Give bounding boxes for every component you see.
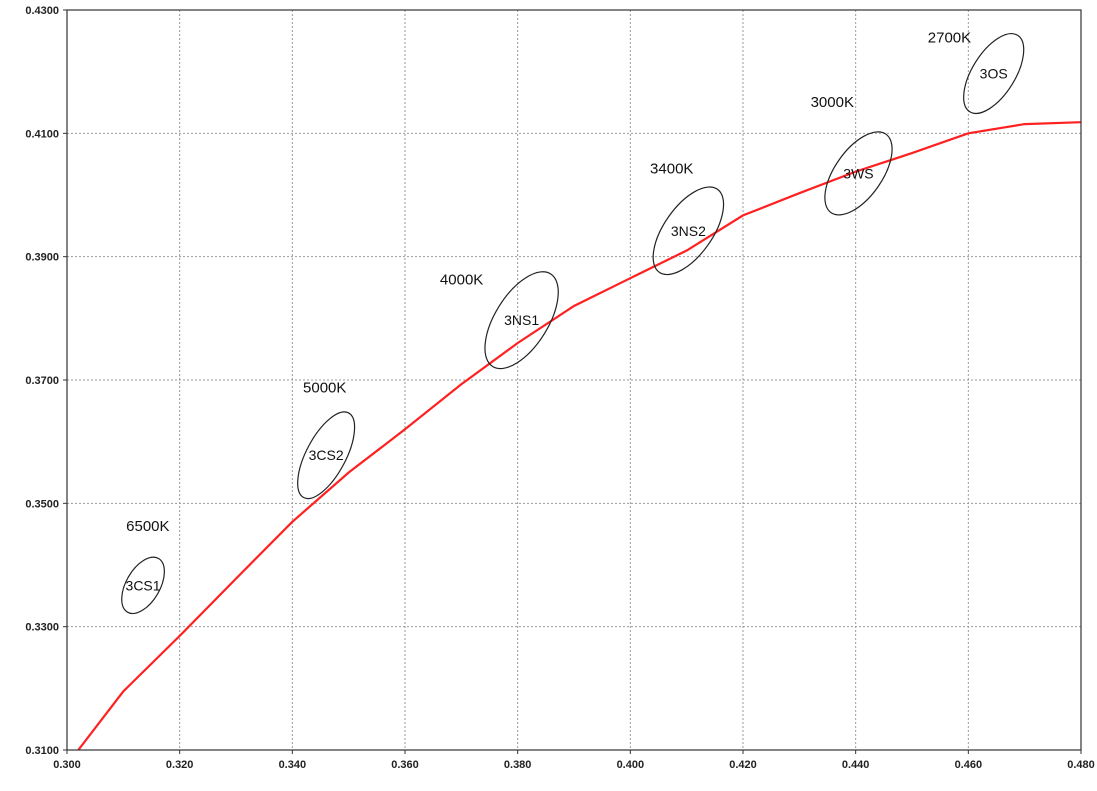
- bin-region: 3OS: [963, 33, 1025, 114]
- bin-ellipse: [121, 556, 165, 615]
- bin-label: 3CS2: [309, 447, 344, 463]
- axes: 0.300 0.320 0.340 0.360 0.380 0.400 0.420 0.440…: [25, 5, 1094, 771]
- x-tick-label: 0.420: [729, 759, 757, 771]
- bin-region: 3CS1: [121, 556, 165, 615]
- bin-region: 3CS2: [297, 411, 356, 500]
- bin-label: 3NS2: [671, 223, 706, 239]
- y-tick-label: 0.3100: [25, 745, 59, 757]
- bin-label: 3CS1: [126, 577, 161, 593]
- y-tick-label: 0.3300: [25, 622, 59, 634]
- cct-label: 3000K: [811, 94, 854, 111]
- grid-lines: [67, 10, 1081, 750]
- y-tick-label: 0.4300: [25, 5, 59, 17]
- bin-ellipse: [824, 131, 893, 216]
- plot-frame: [66, 9, 1082, 751]
- x-tick-label: 0.480: [1067, 759, 1095, 771]
- x-tick-label: 0.340: [279, 759, 307, 771]
- series-line: [77, 121, 1082, 751]
- x-tick-label: 0.320: [166, 759, 194, 771]
- bin-region: 3NS2: [652, 186, 725, 276]
- y-tick-label: 0.3700: [25, 375, 59, 387]
- bin-label: 3NS1: [504, 312, 539, 328]
- x-tick-label: 0.400: [617, 759, 645, 771]
- cct-label: 3400K: [650, 160, 693, 177]
- y-tick-label: 0.3900: [25, 252, 59, 264]
- y-tick-label: 0.3500: [25, 498, 59, 510]
- cct-label: 2700K: [928, 30, 971, 47]
- bin-ellipse: [963, 33, 1025, 114]
- bin-region: 3WS: [824, 131, 893, 216]
- bin-ellipse: [652, 186, 725, 276]
- x-tick-label: 0.360: [391, 759, 419, 771]
- cct-label: 6500K: [126, 518, 169, 535]
- x-tick-label: 0.300: [53, 759, 81, 771]
- bin-label: 3OS: [980, 66, 1008, 82]
- bin-region: 3NS1: [484, 271, 559, 370]
- x-tick-label: 0.440: [842, 759, 870, 771]
- bin-ellipse: [297, 411, 356, 500]
- y-tick-label: 0.4100: [25, 128, 59, 140]
- x-tick-label: 0.460: [955, 759, 983, 771]
- x-tick-label: 0.380: [504, 759, 532, 771]
- cct-label: 4000K: [440, 271, 483, 288]
- cct-labels: 6500K 5000K 4000K 3400K 3000K 2700K: [126, 30, 971, 535]
- bin-ellipse: [484, 271, 559, 370]
- bin-regions: 3CS1 3CS2 3NS1 3NS2 3WS 3OS: [121, 33, 1025, 615]
- cct-label: 5000K: [303, 379, 346, 396]
- black-body-curve: [77, 121, 1082, 751]
- bin-label: 3WS: [843, 165, 873, 181]
